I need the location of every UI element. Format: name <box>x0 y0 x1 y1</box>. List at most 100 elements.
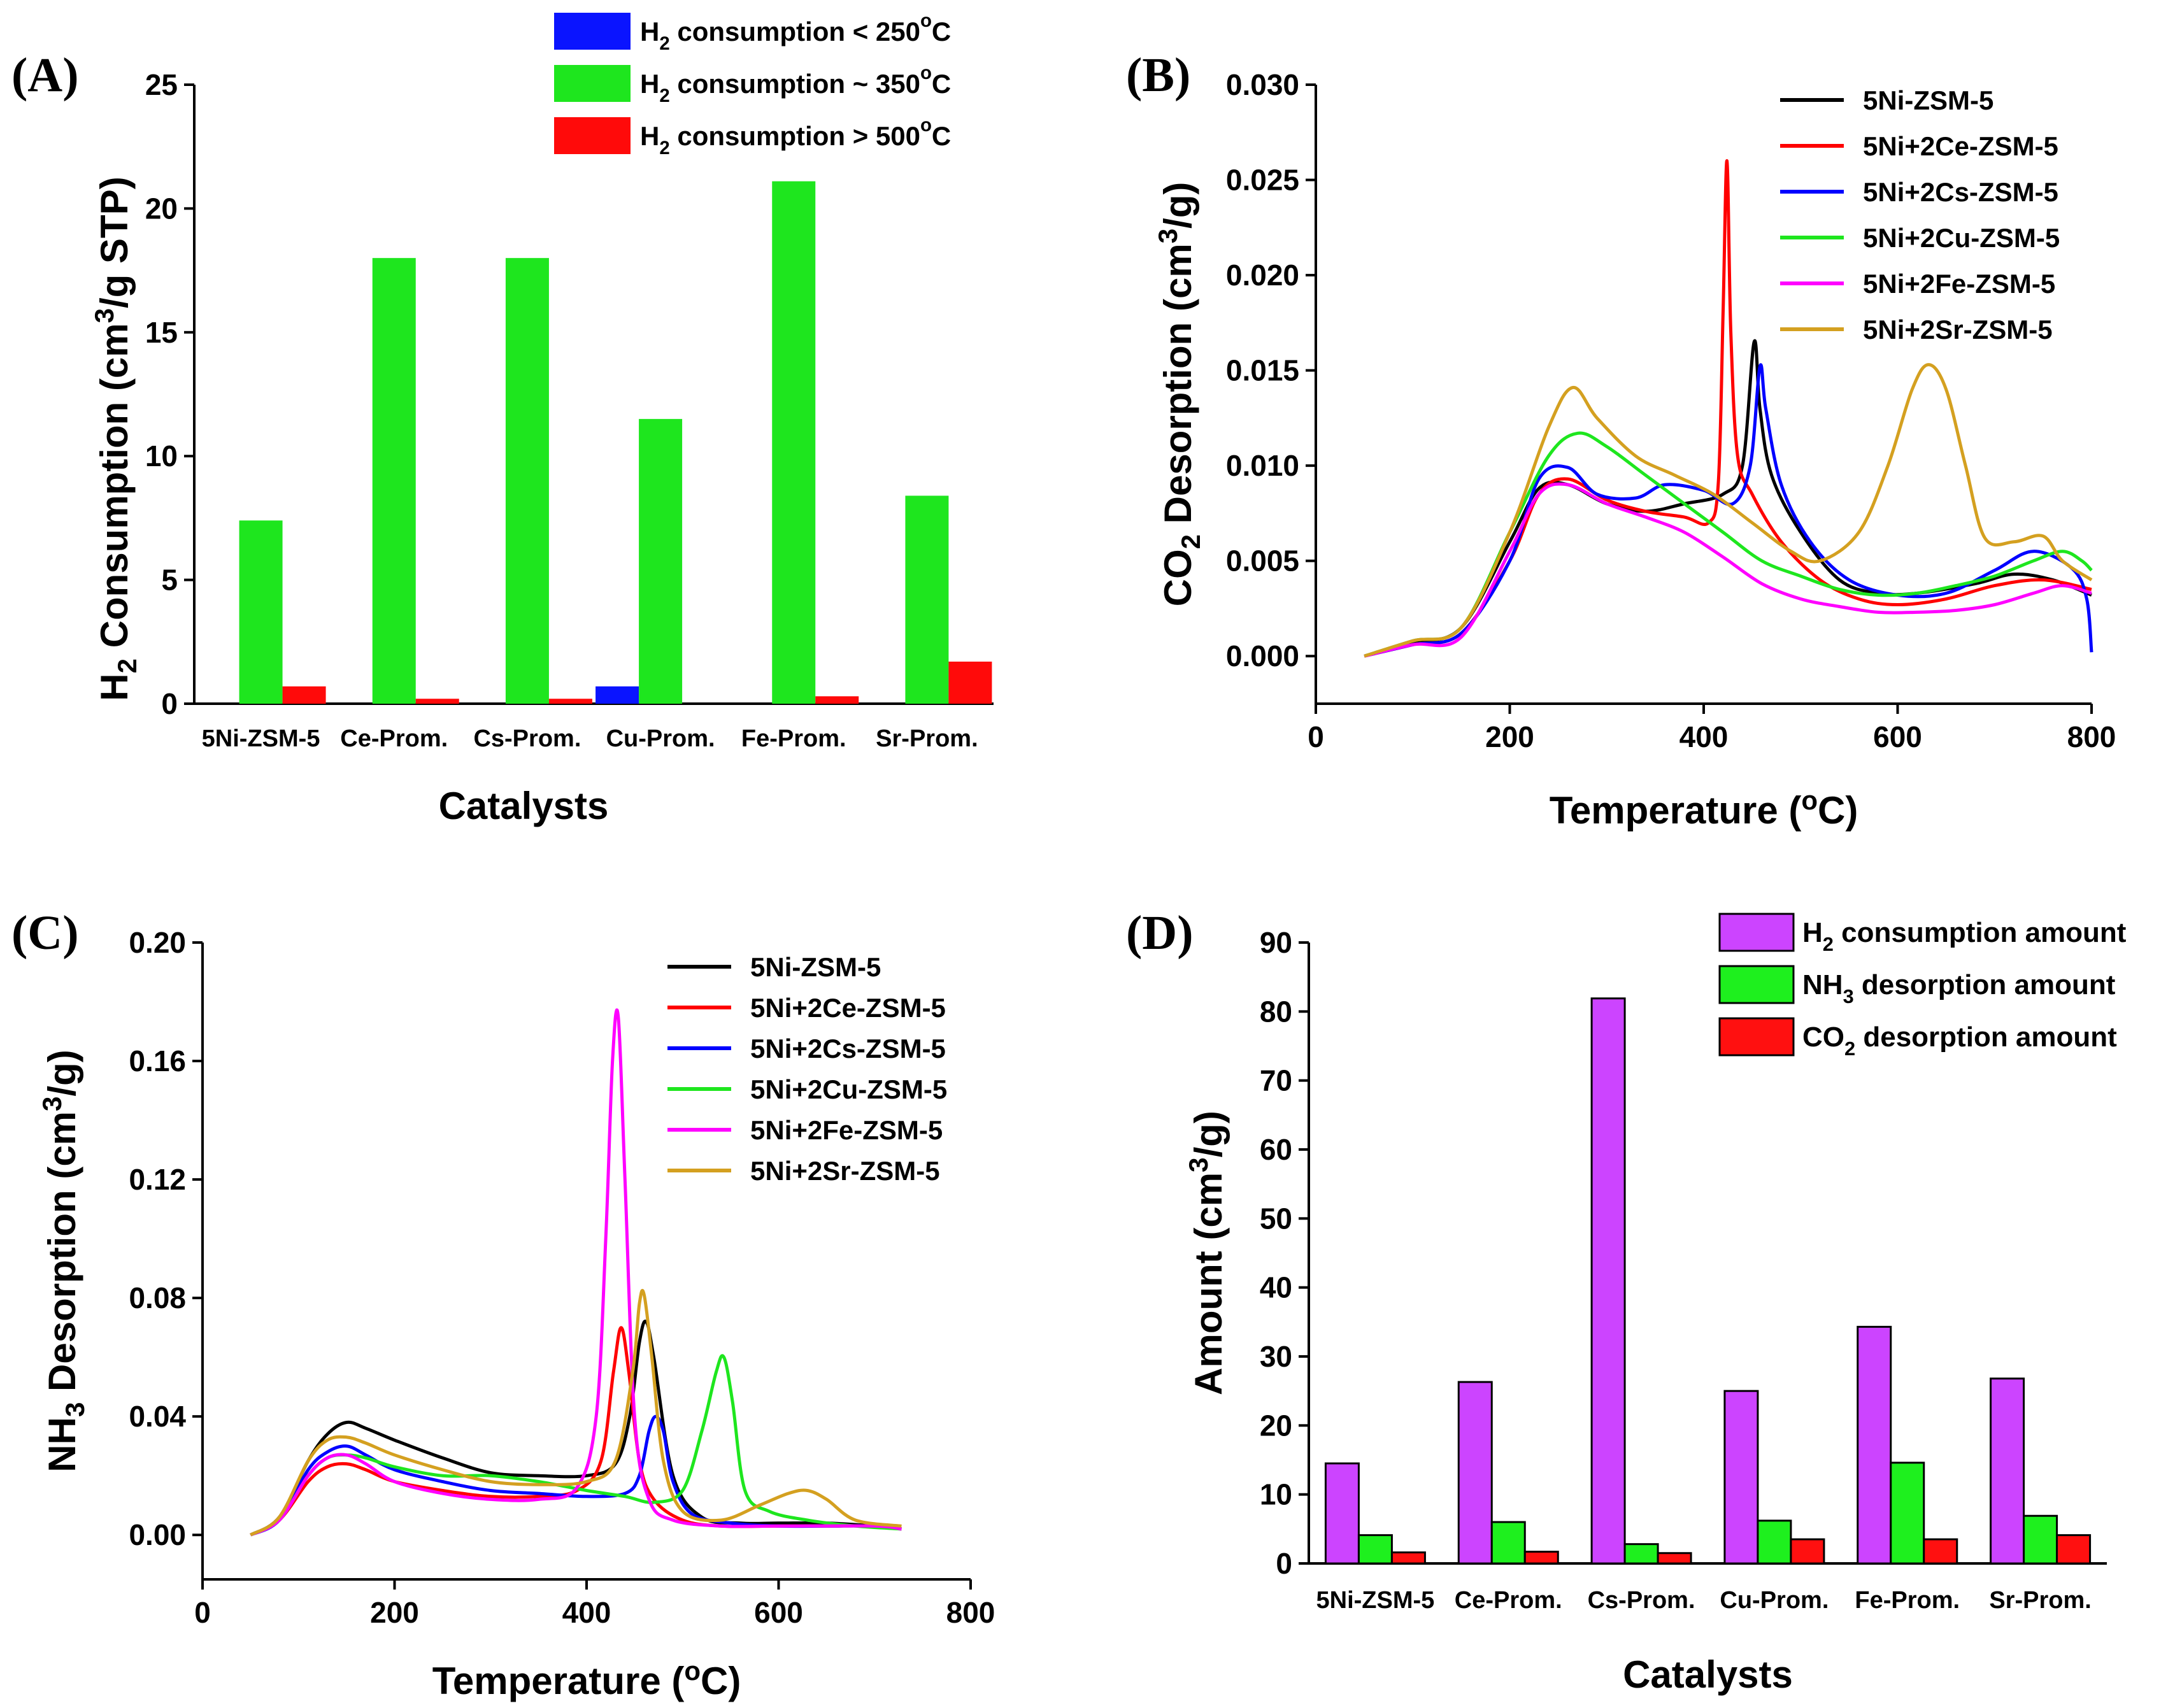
x-tick-label: 400 <box>1679 720 1729 753</box>
x-tick-label: Cu-Prom. <box>606 725 715 752</box>
panel-label: (D) <box>1126 906 1194 960</box>
x-tick-label: Sr-Prom. <box>1989 1587 2091 1614</box>
y-axis-title: CO2 Desorption (cm3/g) <box>1153 182 1206 607</box>
x-tick-label: Ce-Prom. <box>1455 1587 1562 1614</box>
legend-label: 5Ni+2Sr-ZSM-5 <box>750 1156 940 1186</box>
x-tick-label: 200 <box>1485 720 1534 753</box>
x-tick-label: Fe-Prom. <box>741 725 846 752</box>
legend-label: H2 consumption < 250oC <box>640 10 951 54</box>
legend-label: H2 consumption > 500oC <box>640 115 951 159</box>
y-tick-label: 0.16 <box>129 1044 186 1078</box>
legend-label-part: consumption > 500 <box>670 121 920 151</box>
x-tick-label: Cu-Prom. <box>1720 1587 1829 1614</box>
bar <box>1757 1519 1792 1565</box>
y-tick-label: 20 <box>1260 1409 1292 1442</box>
y-tick-label: 30 <box>1260 1340 1292 1373</box>
y-tick-label: 0 <box>1276 1547 1292 1580</box>
bar <box>1324 1462 1360 1565</box>
y-tick-label: 0.025 <box>1226 164 1299 197</box>
legend-label: H2 consumption ~ 350oC <box>640 62 951 106</box>
x-axis-title-part: C) <box>701 1660 741 1702</box>
legend-label: 5Ni+2Ce-ZSM-5 <box>1863 131 2058 161</box>
x-axis-title: Temperature (oC) <box>432 1656 741 1702</box>
y-axis-title-part: 3 <box>1183 1157 1213 1172</box>
bar <box>415 699 459 704</box>
bar <box>905 495 949 704</box>
y-tick-label: 70 <box>1260 1064 1292 1097</box>
y-tick-label: 0.20 <box>129 926 186 959</box>
legend-swatch <box>1718 1017 1795 1057</box>
y-axis-title-part: Consumption (cm <box>93 323 136 658</box>
x-tick-label: 0 <box>194 1596 211 1629</box>
y-tick-label: 0.010 <box>1226 449 1299 482</box>
x-axis-title-part: o <box>684 1656 701 1686</box>
y-axis-title-part: H <box>93 673 136 701</box>
y-axis-title-part: 2 <box>112 658 142 673</box>
x-axis-title-part: C) <box>1818 789 1858 832</box>
legend-label: 5Ni+2Cu-ZSM-5 <box>1863 223 2060 253</box>
series-line <box>250 1326 902 1537</box>
legend-swatch <box>554 117 631 154</box>
bar <box>1390 1551 1426 1565</box>
bar <box>1923 1538 1958 1565</box>
y-tick-label: 0.08 <box>129 1281 186 1314</box>
y-tick-label: 15 <box>145 316 178 349</box>
bar <box>1457 1381 1493 1565</box>
legend-label: 5Ni-ZSM-5 <box>1863 85 1993 115</box>
bar <box>505 258 549 704</box>
legend-label-part: consumption ~ 350 <box>670 69 920 99</box>
y-axis-title-part: 2 <box>1176 534 1206 549</box>
y-tick-label: 0.020 <box>1226 259 1299 292</box>
x-tick-label: 0 <box>1308 720 1324 753</box>
y-tick-label: 0.12 <box>129 1163 186 1196</box>
y-axis-title-part: Amount (cm <box>1187 1172 1230 1395</box>
legend-label: 5Ni+2Sr-ZSM-5 <box>1863 315 2053 345</box>
legend-label-part: desorption amount <box>1854 969 2116 1000</box>
x-tick-label: 200 <box>370 1596 419 1629</box>
x-tick-label: 5Ni-ZSM-5 <box>1316 1587 1435 1614</box>
legend-label: 5Ni+2Ce-ZSM-5 <box>750 993 946 1023</box>
legend-label-part: H <box>640 17 659 46</box>
y-tick-label: 0 <box>161 687 178 720</box>
y-axis-title-part: NH <box>41 1417 83 1472</box>
legend-label-part: CO <box>1802 1021 1844 1053</box>
x-axis-title: Temperature (oC) <box>1550 785 1858 832</box>
x-tick-label: Fe-Prom. <box>1855 1587 1960 1614</box>
series-line <box>250 1008 902 1537</box>
bar <box>1590 997 1626 1565</box>
y-tick-label: 50 <box>1260 1202 1292 1235</box>
legend-label-part: C <box>932 69 951 99</box>
legend-label: 5Ni+2Cs-ZSM-5 <box>750 1034 946 1064</box>
y-tick-label: 0.015 <box>1226 354 1299 387</box>
bar <box>948 661 992 704</box>
bar <box>2023 1514 2058 1565</box>
y-axis-title-part: 3 <box>89 308 119 323</box>
y-tick-label: 0.000 <box>1226 639 1299 673</box>
panel-label: (B) <box>1126 48 1190 102</box>
legend-swatch <box>1718 913 1795 952</box>
y-tick-label: 40 <box>1260 1271 1292 1304</box>
legend-label: 5Ni-ZSM-5 <box>750 952 881 982</box>
legend-label: 5Ni+2Fe-ZSM-5 <box>750 1115 943 1145</box>
legend-label-part: 2 <box>659 33 669 54</box>
y-tick-label: 90 <box>1260 926 1292 959</box>
legend-label-part: o <box>920 10 932 31</box>
x-tick-label: 400 <box>562 1596 611 1629</box>
bar <box>2056 1534 2092 1565</box>
legend-label-part: H <box>640 121 659 151</box>
x-tick-label: Cs-Prom. <box>1588 1587 1695 1614</box>
bar <box>772 181 816 704</box>
x-tick-label: 800 <box>946 1596 995 1629</box>
x-axis-title-part: o <box>1801 785 1818 815</box>
y-axis-title-part: /g) <box>41 1050 83 1096</box>
y-axis-title-part: 3 <box>1153 229 1183 243</box>
legend-label-part: consumption < 250 <box>670 17 920 46</box>
legend-label: CO2 desorption amount <box>1802 1021 2117 1060</box>
legend-label-part: 2 <box>659 138 669 159</box>
x-tick-label: 600 <box>754 1596 803 1629</box>
panel-label: (C) <box>11 906 79 960</box>
y-axis-title-part: Desorption (cm <box>41 1111 83 1402</box>
series-line <box>250 1320 902 1537</box>
panel-b-co2-tpd-chart: (B) 0.000 0.005 0.010 0.015 0.020 0.025 0.030 0 2… <box>1126 48 2116 832</box>
x-axis-title: Catalysts <box>1623 1653 1793 1696</box>
